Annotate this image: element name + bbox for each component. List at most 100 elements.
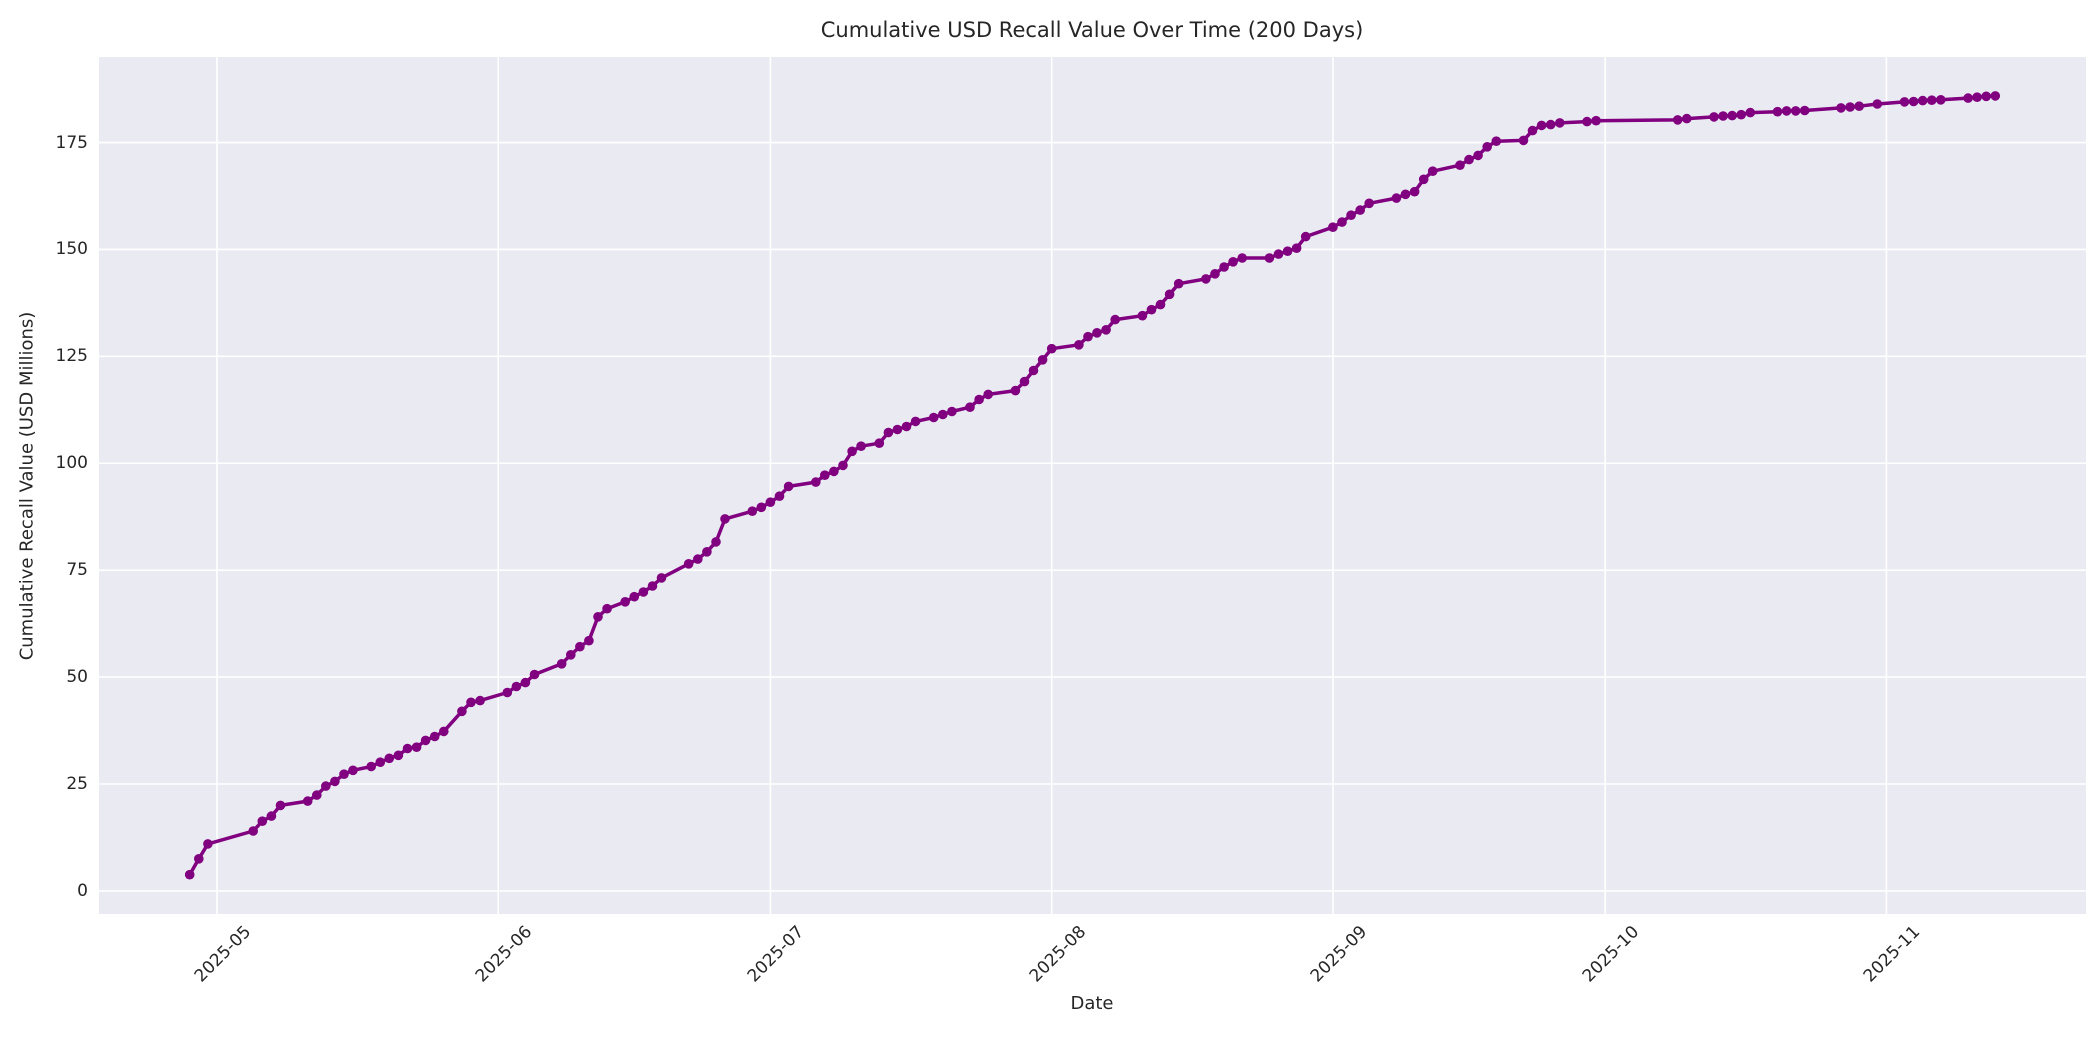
data-point — [366, 761, 377, 772]
data-point — [1137, 310, 1148, 321]
data-point — [1545, 119, 1556, 130]
data-point — [375, 757, 386, 767]
data-point — [1936, 95, 1946, 105]
data-point — [1201, 274, 1211, 284]
data-point — [203, 839, 213, 849]
data-point — [1899, 97, 1910, 107]
data-point — [520, 677, 531, 688]
data-point — [1346, 210, 1356, 220]
data-point — [1228, 257, 1238, 267]
data-point — [1845, 102, 1855, 112]
data-point — [339, 769, 349, 779]
data-point — [693, 554, 703, 564]
data-point — [647, 581, 658, 591]
data-point — [411, 742, 422, 752]
x-axis-label: Date — [1070, 993, 1114, 1014]
data-point — [1364, 198, 1374, 209]
data-point — [1101, 325, 1111, 335]
data-point — [1709, 112, 1719, 122]
y-tick-label: 100 — [55, 453, 88, 474]
data-point — [1046, 343, 1057, 354]
data-point — [1237, 253, 1247, 263]
data-point — [321, 781, 331, 791]
data-point — [429, 731, 440, 742]
y-tick-label: 150 — [55, 239, 88, 260]
data-point — [1518, 135, 1529, 146]
data-point — [765, 497, 776, 508]
data-point — [965, 402, 975, 413]
data-point — [312, 790, 322, 800]
data-point — [1799, 105, 1810, 116]
data-point — [194, 854, 204, 864]
data-point — [683, 559, 694, 569]
data-point — [1482, 142, 1492, 152]
data-point — [1772, 106, 1783, 117]
y-tick-label: 25 — [66, 773, 88, 794]
data-point — [974, 394, 984, 405]
data-series — [184, 91, 2001, 880]
data-point — [257, 816, 268, 826]
data-point — [1173, 278, 1184, 289]
data-point — [602, 603, 612, 614]
data-point — [856, 441, 866, 452]
data-point — [393, 750, 404, 761]
data-point — [1582, 116, 1592, 127]
data-point — [1990, 91, 2001, 101]
data-point — [1164, 289, 1175, 300]
data-point — [1400, 189, 1411, 200]
data-point — [302, 796, 313, 806]
data-point — [330, 776, 340, 787]
data-point — [1427, 166, 1438, 176]
data-point — [1672, 115, 1683, 125]
data-point — [584, 635, 594, 646]
data-point — [1917, 95, 1928, 106]
data-point — [184, 869, 195, 880]
data-point — [774, 491, 785, 502]
data-point — [1210, 269, 1220, 279]
data-point — [1409, 186, 1420, 197]
data-point — [1727, 110, 1737, 121]
data-point — [1028, 365, 1039, 376]
data-point — [1908, 96, 1919, 107]
data-point — [1790, 106, 1801, 116]
data-point — [1355, 205, 1365, 215]
data-point — [901, 421, 912, 432]
data-point — [1527, 125, 1538, 136]
data-point — [1074, 340, 1084, 350]
data-point — [783, 481, 794, 492]
data-point — [928, 412, 939, 423]
data-point — [747, 506, 758, 516]
y-tick-label: 125 — [55, 346, 88, 367]
data-point — [983, 389, 993, 400]
data-point — [1146, 304, 1157, 315]
data-point — [1291, 243, 1302, 253]
data-point — [947, 406, 957, 417]
data-point — [511, 681, 522, 692]
data-point — [1418, 174, 1429, 185]
data-point — [702, 547, 712, 557]
data-point — [1682, 113, 1692, 124]
y-tick-label: 0 — [77, 880, 88, 901]
data-point — [883, 427, 894, 438]
data-point — [829, 466, 839, 477]
data-point — [1455, 160, 1465, 170]
data-point — [638, 587, 649, 597]
data-point — [1019, 376, 1030, 387]
data-point — [248, 826, 258, 836]
data-point — [1110, 314, 1120, 325]
data-point — [420, 735, 431, 746]
data-point — [556, 659, 567, 669]
data-point — [402, 743, 413, 754]
data-point — [838, 460, 848, 471]
data-point — [1083, 331, 1093, 342]
data-point — [439, 726, 449, 737]
data-point — [910, 416, 921, 427]
data-point — [593, 612, 603, 622]
data-point — [1264, 253, 1275, 263]
data-point — [384, 753, 395, 764]
data-point — [1854, 101, 1864, 111]
data-point — [1337, 217, 1347, 227]
data-point — [720, 514, 730, 524]
